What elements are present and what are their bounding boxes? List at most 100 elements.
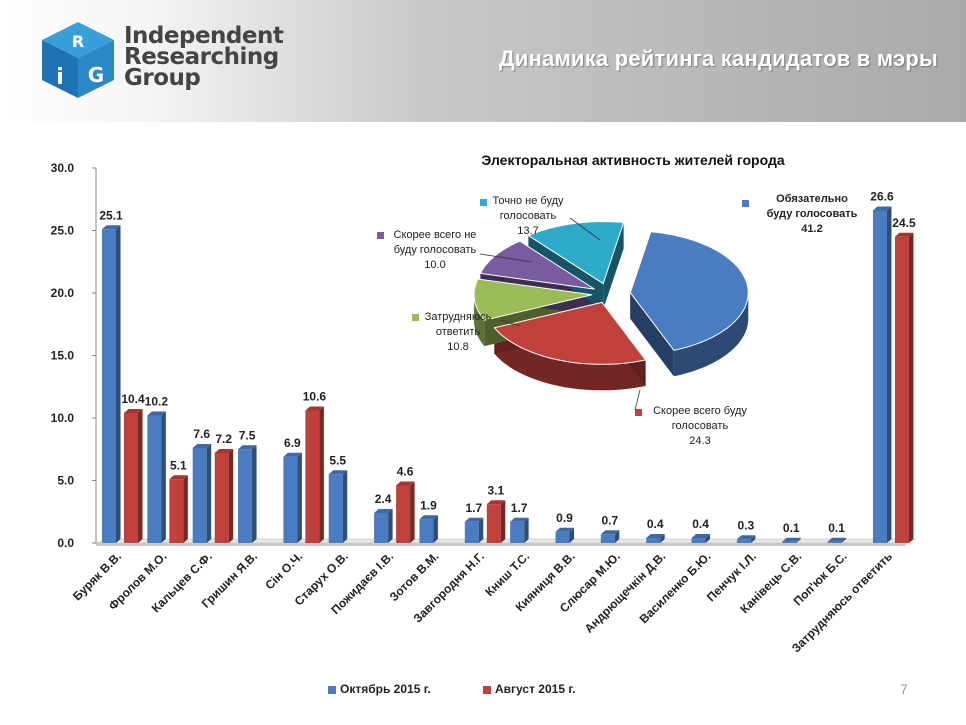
bar-side	[796, 537, 801, 543]
bar-top	[147, 411, 166, 416]
bar-top	[464, 517, 484, 522]
page-title: Динамика рейтинга кандидатов в мэры	[499, 46, 938, 71]
bar-value-label: 0.4	[692, 517, 709, 531]
bar-top	[894, 232, 914, 237]
bar-value-label: 24.5	[892, 216, 916, 230]
bar-side	[206, 444, 212, 543]
bar-top	[214, 449, 234, 453]
bar-top	[283, 452, 302, 457]
bar-side	[138, 409, 143, 543]
pie-legend-swatch	[412, 314, 419, 321]
pie-slice-label: Скорее всего буду	[653, 405, 747, 417]
bar	[691, 538, 706, 543]
bar-value-label: 7.2	[215, 432, 232, 446]
pie-slice-side	[673, 292, 749, 377]
bar	[782, 541, 797, 543]
bar	[872, 210, 887, 543]
legend-swatch-august	[483, 685, 491, 694]
bar	[102, 229, 116, 543]
chart-legend: Октябрь 2015 г. Август 2015 г.	[0, 682, 966, 700]
bar	[328, 474, 343, 543]
bar-side	[161, 411, 166, 543]
logo-line-3: Group	[124, 65, 201, 91]
bar	[169, 479, 184, 543]
logo-letter-r: R	[72, 32, 84, 51]
bar-value-label: 10.4	[121, 392, 145, 406]
bar	[214, 453, 229, 543]
logo-line-2: Researching	[124, 44, 279, 70]
bar-side	[252, 445, 257, 543]
legend-item-october: Октябрь 2015 г.	[328, 682, 431, 696]
bar-value-label: 0.4	[647, 517, 664, 531]
bar-top	[646, 534, 665, 538]
pie-slice-label: Скорее всего не	[394, 229, 477, 241]
bar-side	[410, 481, 415, 543]
bar	[374, 513, 389, 543]
bar-top	[305, 406, 324, 411]
y-tick-label: 5.0	[57, 474, 74, 488]
pie-slice-side	[494, 327, 646, 391]
bar-side	[614, 530, 620, 543]
legend-label-august: Август 2015 г.	[495, 682, 576, 696]
bar-side	[116, 225, 121, 543]
bar	[238, 449, 253, 543]
bar	[147, 415, 162, 543]
bar	[464, 521, 479, 543]
legend-swatch-october	[328, 685, 336, 694]
chart-floor-edge	[96, 543, 906, 546]
pie-slice	[629, 231, 749, 351]
bar-side	[228, 449, 234, 543]
bar-side	[342, 470, 348, 543]
bar-value-label: 0.1	[828, 521, 845, 535]
legend-item-august: Август 2015 г.	[483, 682, 575, 696]
bar-side	[841, 537, 847, 543]
bar	[510, 521, 525, 543]
bar-side	[478, 517, 484, 543]
logo-letter-i: i	[56, 65, 64, 90]
bar-side	[569, 527, 574, 543]
pie-title: Электоральная активность жителей города	[481, 152, 784, 168]
pie-legend-swatch	[377, 232, 384, 239]
pie-slice-value: 24.3	[689, 435, 710, 447]
header-banner: R i G Independent Researching Group Дина…	[0, 0, 966, 122]
legend-label-october: Октябрь 2015 г.	[340, 682, 431, 696]
pie-slice-side	[474, 294, 485, 347]
pie-slice-label: Обязательно	[776, 193, 848, 205]
logo-wordmark: Independent Researching Group	[124, 23, 284, 91]
bar-top	[396, 481, 415, 486]
logo-line-1: Independent	[124, 23, 284, 49]
bar-top	[782, 537, 801, 542]
bar-top	[102, 225, 121, 230]
bar	[396, 485, 411, 543]
x-category-label: Сін О.Ч.	[262, 549, 305, 592]
bar-side	[500, 500, 506, 543]
bar-side	[705, 534, 711, 543]
pie-slice	[493, 301, 647, 365]
pie-slice-label: буду голосовать	[394, 244, 477, 256]
bar	[555, 531, 570, 543]
bar	[419, 519, 434, 543]
bar-top	[600, 530, 620, 535]
pie-slice	[527, 221, 625, 285]
pie-slice-value: 41.2	[801, 223, 822, 235]
bar	[192, 448, 207, 543]
pie-slice-label: буду голосовать	[767, 208, 858, 220]
y-tick-label: 0.0	[57, 536, 74, 550]
pie-slice-value: 13.7	[517, 225, 538, 237]
pie-slice-value: 10.0	[424, 259, 445, 271]
pie-leader-line	[634, 389, 641, 411]
pie-leader-line	[499, 319, 521, 327]
bar-side	[433, 515, 438, 543]
pie-legend-swatch	[480, 199, 487, 206]
bar-side	[908, 232, 914, 543]
bar-top	[555, 527, 574, 532]
pie-slice-wall	[603, 222, 624, 310]
y-tick-label: 20.0	[51, 286, 75, 300]
pie-legend-swatch	[635, 409, 642, 416]
bar-value-label: 1.9	[420, 498, 437, 512]
bar	[894, 236, 909, 543]
y-tick-label: 10.0	[51, 411, 75, 425]
bar-value-label: 4.6	[397, 465, 414, 479]
bar-value-label: 10.6	[303, 390, 327, 404]
pie-slice-label: Точно не буду	[492, 195, 564, 207]
